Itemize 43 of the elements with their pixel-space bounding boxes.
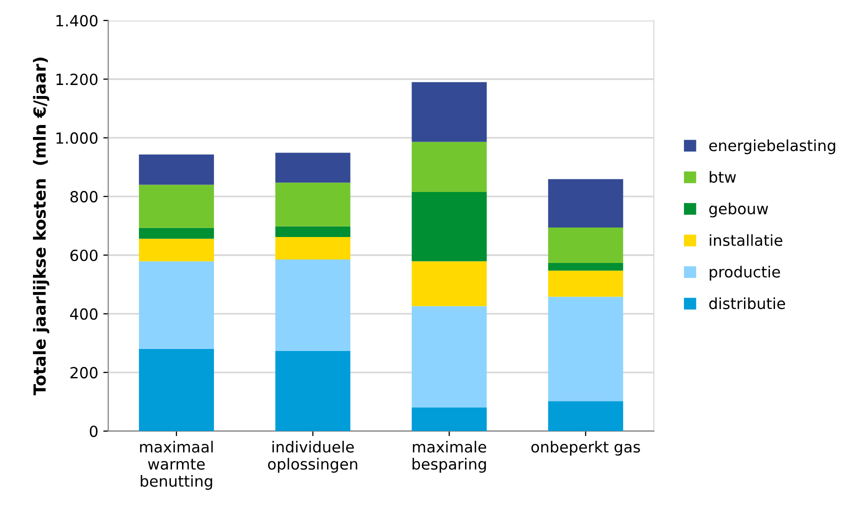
bar [412, 142, 487, 192]
y-tick-label: 1.000 [56, 132, 98, 144]
y-tick-label: 1.200 [56, 74, 98, 86]
bar [275, 260, 350, 352]
bar [548, 228, 624, 264]
bar [275, 152, 350, 183]
bar [275, 182, 350, 226]
bar [412, 192, 487, 262]
bar [138, 238, 214, 262]
legend-label: btw [710, 171, 736, 183]
x-tick-label: individuele oplossingen [268, 440, 358, 473]
bar [138, 348, 214, 432]
bar [138, 228, 214, 239]
x-tick-label: maximaal warmte benutting [140, 440, 213, 490]
y-tick-label: 0 [90, 426, 98, 438]
bar [412, 261, 487, 306]
y-tick-label: 1.400 [56, 14, 98, 26]
bar [138, 154, 214, 185]
bar [548, 179, 624, 228]
bar [548, 263, 624, 271]
x-tick-label: onbeperkt gas [531, 440, 640, 456]
bar [412, 306, 487, 408]
bar [548, 401, 624, 432]
legend-label: gebouw [709, 202, 768, 218]
y-tick-label: 600 [70, 250, 98, 262]
bar [548, 270, 624, 297]
y-tick-label: 800 [70, 190, 98, 202]
bar [548, 296, 624, 402]
bar [275, 236, 350, 260]
legend-label: installatie [710, 234, 782, 246]
y-tick-label: 400 [70, 308, 98, 320]
bar [275, 351, 350, 432]
y-axis-title: Totale jaarlijkse kosten (mln €/jaar) [32, 58, 50, 396]
legend-label: distributie [709, 297, 786, 310]
bar [138, 184, 214, 228]
x-tick-label: maximale besparing [412, 440, 486, 473]
bar [412, 82, 487, 142]
bar [412, 407, 487, 432]
y-tick-label: 200 [70, 366, 98, 378]
legend-label: energiebelasting [709, 139, 836, 154]
legend-label: productie [710, 266, 780, 281]
bar [138, 261, 214, 349]
bar [275, 226, 350, 237]
